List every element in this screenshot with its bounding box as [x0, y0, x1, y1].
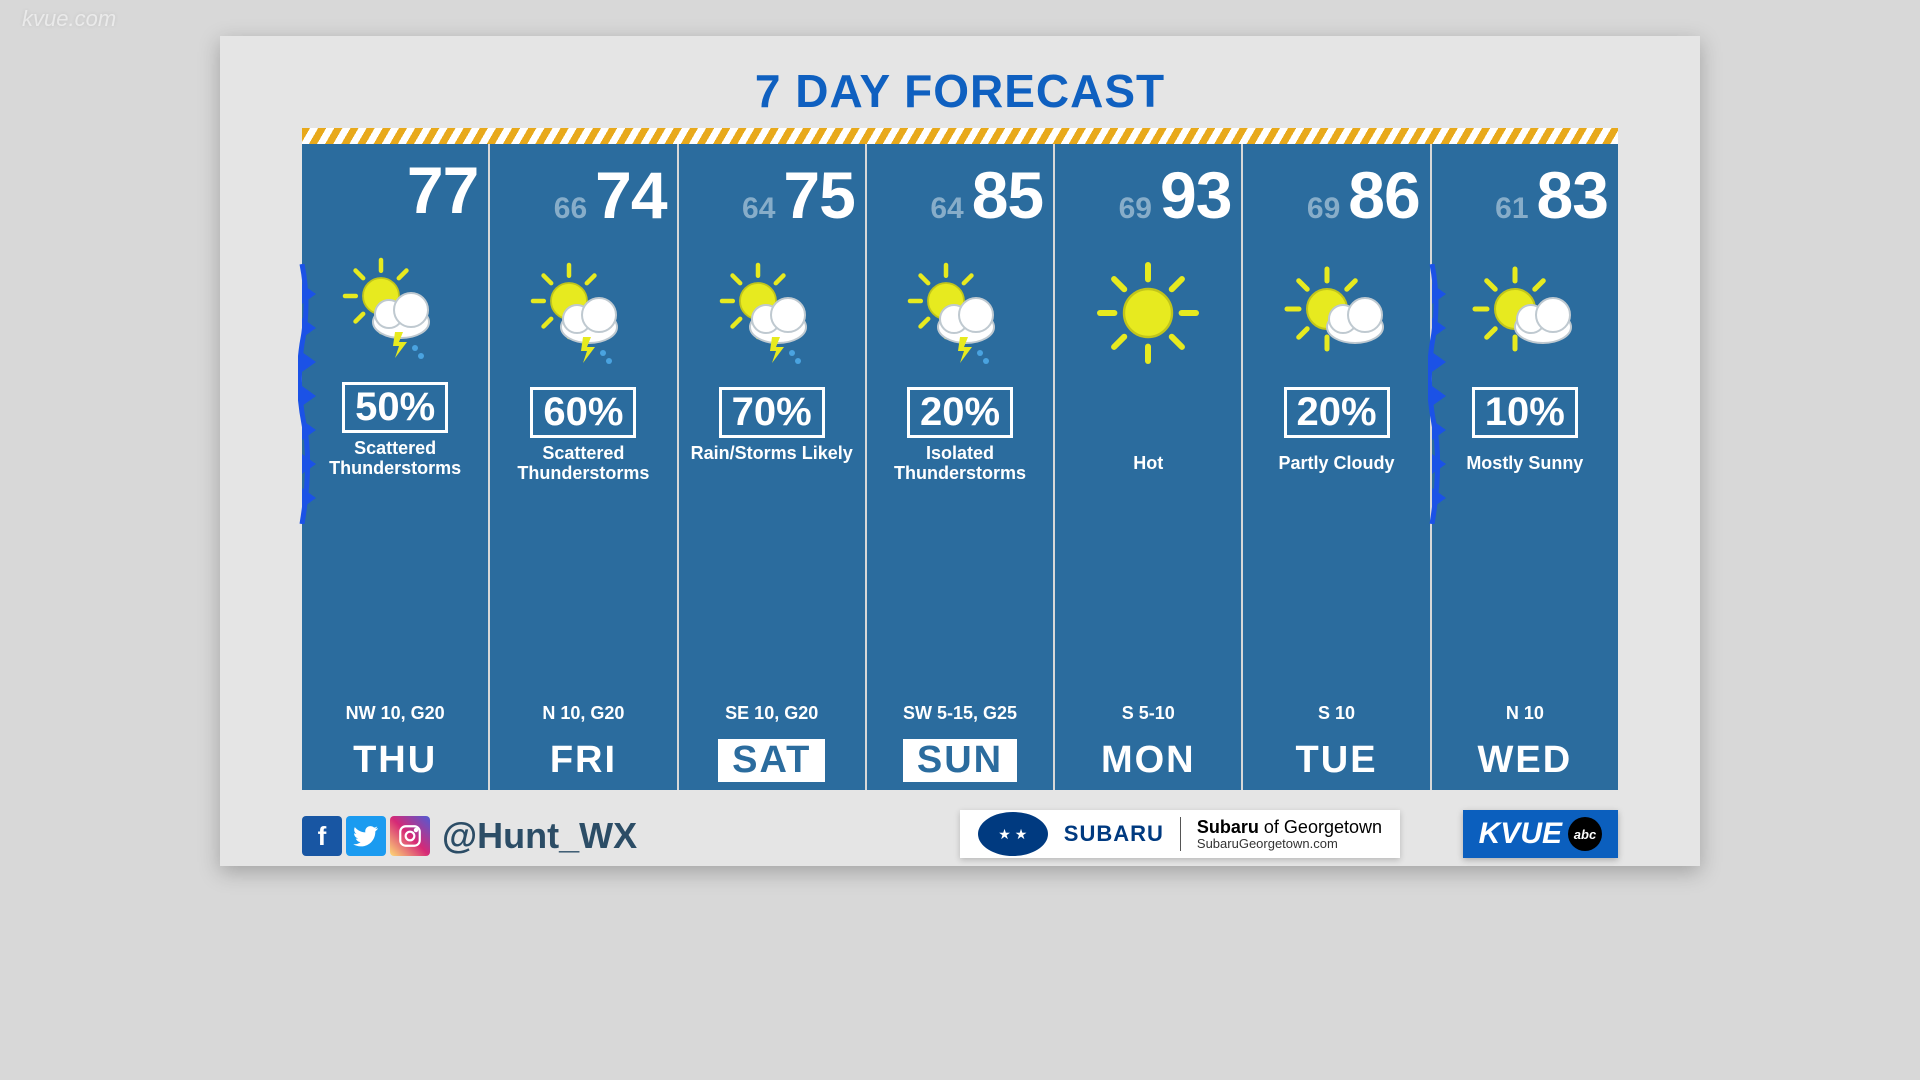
day-column: 66 74 60% Scattered Thunderstorms N 10, …	[490, 144, 678, 790]
low-temp: 64	[742, 192, 775, 226]
high-temp: 75	[783, 157, 854, 233]
precip-chance: 50%	[342, 382, 448, 433]
day-column: 64 75 70% Rain/Storms Likely SE 10, G20 …	[679, 144, 867, 790]
low-temp: 66	[554, 192, 587, 226]
station-badge: KVUE abc	[1463, 810, 1618, 858]
temps: 69 86	[1243, 144, 1429, 233]
weather-icon	[302, 238, 488, 378]
precip-chance: 20%	[907, 387, 1013, 438]
weather-icon	[1432, 243, 1618, 383]
day-name: FRI	[536, 739, 631, 782]
weather-icon	[679, 243, 865, 383]
condition-text: Partly Cloudy	[1273, 444, 1401, 488]
low-temp: 69	[1119, 192, 1152, 226]
day-name: MON	[1087, 739, 1210, 782]
wind-text: NW 10, G20	[346, 703, 445, 724]
instagram-icon	[390, 816, 430, 856]
condition-text: Scattered Thunderstorms	[302, 439, 488, 483]
condition-text: Hot	[1127, 444, 1169, 488]
day-name: SUN	[903, 739, 1017, 782]
precip-chance: 70%	[719, 387, 825, 438]
sponsor-text: Subaru of Georgetown SubaruGeorgetown.co…	[1197, 818, 1382, 851]
high-temp: 86	[1348, 157, 1419, 233]
day-column: 61 83 10% Mostly Sunny N 10 WED	[1432, 144, 1618, 790]
condition-text: Isolated Thunderstorms	[867, 444, 1053, 488]
day-name: THU	[339, 739, 451, 782]
social-handle: @Hunt_WX	[442, 815, 637, 857]
high-temp: 77	[407, 152, 478, 228]
wind-text: N 10, G20	[542, 703, 624, 724]
footer: f @Hunt_WX ★ ★ SUBARU Subaru of Georgeto…	[220, 806, 1700, 866]
high-temp: 85	[972, 157, 1043, 233]
weather-icon	[1055, 243, 1241, 383]
wind-text: S 10	[1318, 703, 1355, 724]
temps: 77	[302, 144, 488, 228]
wind-text: S 5-10	[1122, 703, 1175, 724]
wind-text: N 10	[1506, 703, 1544, 724]
forecast-title: 7 DAY FORECAST	[220, 36, 1700, 128]
low-temp: 61	[1495, 192, 1528, 226]
day-column: 69 86 20% Partly Cloudy S 10 TUE	[1243, 144, 1431, 790]
temps: 64 85	[867, 144, 1053, 233]
watermark: kvue.com	[22, 6, 116, 32]
wind-text: SW 5-15, G25	[903, 703, 1017, 724]
sponsor-brand: SUBARU	[1064, 821, 1164, 847]
sponsor-bar: ★ ★ SUBARU Subaru of Georgetown SubaruGe…	[960, 810, 1400, 858]
day-name: SAT	[718, 739, 825, 782]
precip-chance: 10%	[1472, 387, 1578, 438]
weather-icon	[1243, 243, 1429, 383]
high-temp: 74	[595, 157, 666, 233]
twitter-icon	[346, 816, 386, 856]
forecast-frame: 7 DAY FORECAST 77 50% Scattered Thunders…	[220, 36, 1700, 866]
weather-icon	[490, 243, 676, 383]
condition-text: Scattered Thunderstorms	[490, 444, 676, 488]
high-temp: 83	[1537, 157, 1608, 233]
days-row: 77 50% Scattered Thunderstorms NW 10, G2…	[302, 144, 1618, 790]
subaru-logo-icon: ★ ★	[978, 812, 1048, 856]
temps: 66 74	[490, 144, 676, 233]
station-name: KVUE	[1479, 817, 1562, 851]
wind-text: SE 10, G20	[725, 703, 818, 724]
day-name: WED	[1464, 739, 1587, 782]
condition-text: Mostly Sunny	[1460, 444, 1589, 488]
day-column: 77 50% Scattered Thunderstorms NW 10, G2…	[302, 144, 490, 790]
facebook-icon: f	[302, 816, 342, 856]
precip-chance: 60%	[530, 387, 636, 438]
day-column: 69 93 00% Hot S 5-10 MON	[1055, 144, 1243, 790]
day-name: TUE	[1282, 739, 1392, 782]
network-icon: abc	[1568, 817, 1602, 851]
temps: 69 93	[1055, 144, 1241, 233]
temps: 61 83	[1432, 144, 1618, 233]
low-temp: 64	[930, 192, 963, 226]
title-stripe	[302, 128, 1618, 144]
weather-icon	[867, 243, 1053, 383]
socials: f @Hunt_WX	[302, 815, 637, 857]
day-column: 64 85 20% Isolated Thunderstorms SW 5-15…	[867, 144, 1055, 790]
sponsor-divider	[1180, 817, 1181, 851]
condition-text: Rain/Storms Likely	[685, 444, 859, 488]
low-temp: 69	[1307, 192, 1340, 226]
high-temp: 93	[1160, 157, 1231, 233]
temps: 64 75	[679, 144, 865, 233]
precip-chance: 20%	[1284, 387, 1390, 438]
